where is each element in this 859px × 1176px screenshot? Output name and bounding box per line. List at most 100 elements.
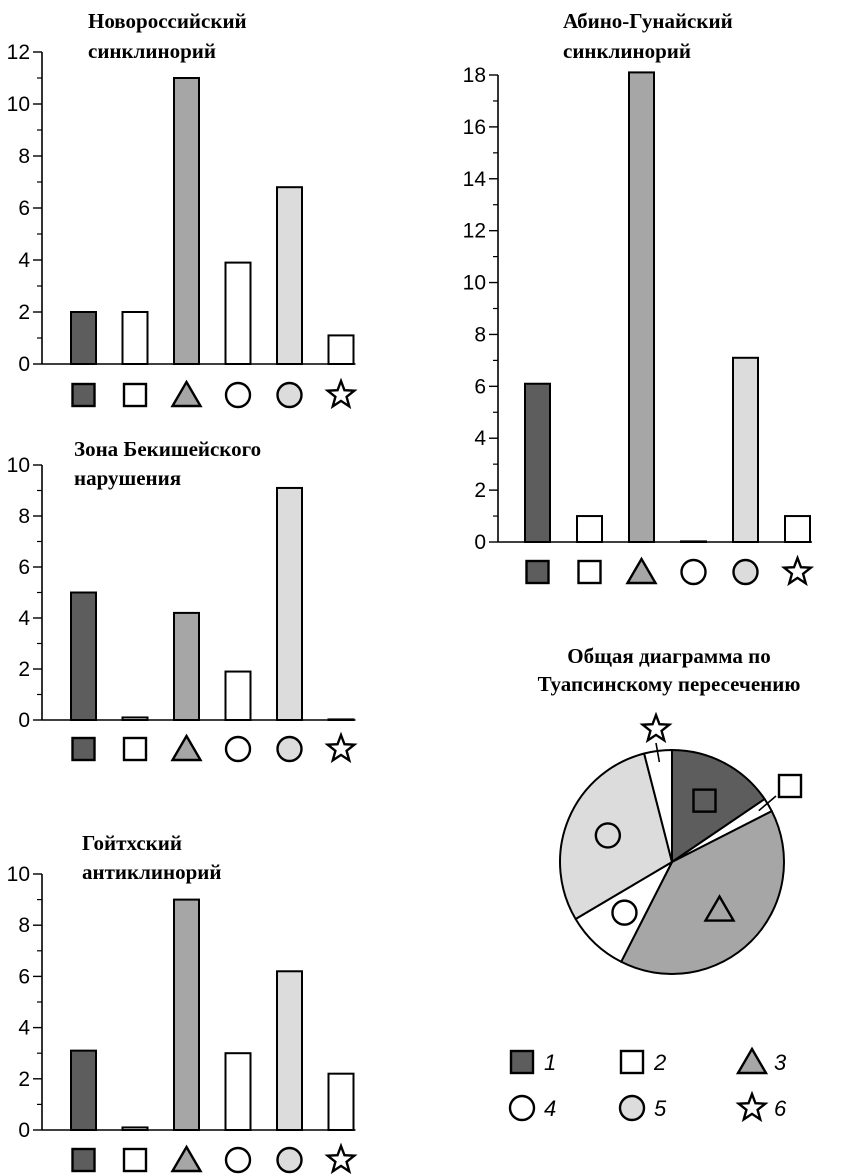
category-star-icon [324, 377, 358, 410]
legend-label: 1 [544, 1050, 556, 1075]
star-icon [735, 1090, 769, 1123]
slice-circle-white-icon [611, 899, 638, 926]
category-star-icon [780, 554, 815, 587]
y-tick-label: 10 [7, 863, 30, 886]
legend-label: 3 [774, 1050, 787, 1075]
y-tick-label: 10 [7, 93, 30, 116]
y-tick-label: 2 [18, 301, 30, 324]
legend-item-6: 6 [735, 1090, 787, 1123]
category-circle-gray-icon [732, 558, 759, 586]
slice-star-icon [639, 711, 673, 744]
category-square-white-icon [122, 736, 148, 762]
legend-label: 2 [653, 1050, 666, 1075]
bar-5 [276, 970, 303, 1132]
category-circle-gray-icon [276, 1146, 303, 1174]
y-tick-label: 2 [18, 658, 30, 681]
bar-5 [276, 186, 303, 365]
category-square-white-icon [122, 1147, 148, 1173]
bar-6 [327, 718, 355, 722]
chart-4: Абино-Гунайский синклинорий 0 2 4 6 8 10 12 14 16 1… [463, 9, 815, 587]
leader-line [758, 795, 777, 812]
y-tick-label: 6 [18, 556, 30, 579]
leader-line [655, 742, 661, 763]
y-tick-label: 4 [18, 249, 30, 272]
bar-6 [327, 1072, 355, 1132]
bar-3 [173, 898, 200, 1131]
y-tick-label: 18 [463, 64, 486, 87]
category-triangle-gray-icon [170, 379, 203, 408]
y-tick-label: 4 [18, 607, 30, 630]
chart-2: Зона Бекишейского нарушения 0 2 4 6 8 10 [7, 437, 358, 764]
y-tick-label: 6 [474, 375, 486, 398]
circle-white-icon [508, 1094, 536, 1122]
slice-triangle-gray-icon [703, 894, 736, 922]
y-tick-label: 0 [18, 1119, 30, 1142]
chart-1: Новороссийский синклинорий 0 2 4 6 8 10 12 [7, 9, 358, 410]
bar-1 [70, 1049, 97, 1132]
category-triangle-gray-icon [170, 733, 203, 762]
bar-3 [173, 77, 200, 365]
y-tick-label: 6 [18, 965, 30, 988]
legend-item-4: 4 [508, 1094, 556, 1122]
bar-5 [276, 486, 303, 722]
slice-3 [620, 810, 785, 975]
chart-title: Новороссийский синклинорий [88, 9, 247, 63]
bar-3 [628, 71, 655, 544]
legend-item-5: 5 [618, 1094, 667, 1122]
y-tick-label: 8 [474, 323, 486, 346]
y-tick-label: 0 [474, 531, 486, 554]
slice-circle-gray-icon [594, 822, 622, 849]
bar-2 [121, 716, 149, 722]
legend-item-2: 2 [619, 1049, 666, 1075]
y-tick-label: 12 [463, 220, 486, 243]
bar-4 [224, 261, 252, 366]
category-circle-white-icon [680, 558, 707, 586]
category-circle-gray-icon [276, 735, 303, 763]
bar-2 [576, 515, 603, 543]
bar-4 [680, 540, 707, 544]
bar-1 [524, 382, 551, 543]
chart-title: Абино-Гунайский синклинорий [563, 9, 733, 63]
slice-square-dark-icon [692, 788, 717, 813]
bar-1 [70, 311, 97, 365]
legend-item-3: 3 [735, 1046, 787, 1075]
y-tick-label: 0 [18, 353, 30, 376]
y-tick-label: 0 [18, 709, 30, 732]
y-tick-label: 2 [18, 1068, 30, 1091]
square-white-icon [619, 1049, 645, 1075]
slice-square-white-icon [777, 773, 803, 799]
category-star-icon [324, 1142, 358, 1175]
category-square-white-icon [577, 559, 602, 585]
category-circle-white-icon [224, 381, 252, 409]
y-tick-label: 10 [463, 272, 486, 295]
bar-5 [732, 356, 759, 543]
bar-2 [121, 311, 149, 365]
chart-title: Гойтхский антиклинорий [82, 831, 221, 884]
category-square-white-icon [122, 382, 148, 408]
chart-5: Общая диаграмма по Туапсинскому пересечен… [538, 644, 803, 975]
legend-label: 6 [774, 1096, 787, 1121]
y-tick-label: 6 [18, 197, 30, 220]
triangle-gray-icon [735, 1046, 769, 1075]
y-tick-label: 8 [18, 914, 30, 937]
category-circle-white-icon [224, 1146, 252, 1174]
legend-label: 4 [544, 1096, 556, 1121]
y-tick-label: 4 [18, 1017, 30, 1040]
bar-6 [327, 334, 355, 365]
category-square-dark-icon [71, 736, 96, 762]
category-square-dark-icon [525, 559, 550, 585]
category-circle-gray-icon [276, 381, 303, 409]
y-tick-label: 8 [18, 145, 30, 168]
bar-4 [224, 670, 252, 721]
chart-3: Гойтхский антиклинорий 0 2 4 6 8 10 [7, 831, 358, 1175]
square-dark-icon [509, 1049, 535, 1075]
y-tick-label: 14 [463, 168, 487, 191]
category-circle-white-icon [224, 735, 252, 763]
bar-6 [784, 515, 811, 543]
category-square-dark-icon [71, 1147, 96, 1173]
y-tick-label: 4 [474, 427, 486, 450]
legend-item-1: 1 [509, 1049, 556, 1075]
category-triangle-gray-icon [170, 1144, 203, 1173]
